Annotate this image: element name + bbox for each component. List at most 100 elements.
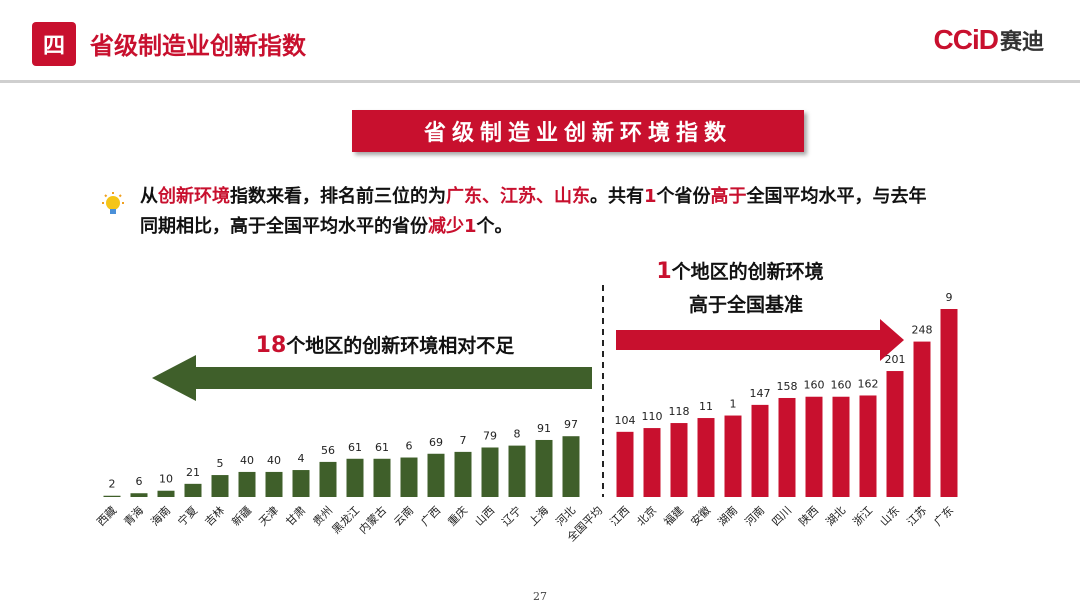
- bar-3: [184, 483, 202, 497]
- category-label-23: 湖南: [715, 504, 740, 529]
- logo-latin: CCiD: [933, 24, 999, 55]
- summary-part-4: 。共有: [590, 186, 644, 207]
- summary-part-5: 1: [644, 186, 657, 207]
- bar-value-label-1: 6: [136, 475, 143, 488]
- category-label-5: 新疆: [229, 503, 254, 528]
- bar-7: [292, 470, 310, 497]
- category-label-27: 湖北: [823, 504, 848, 529]
- bar-0: [103, 495, 121, 497]
- bar-value-label-30: 248: [912, 324, 933, 337]
- category-label-20: 北京: [634, 503, 659, 528]
- category-label-21: 福建: [661, 503, 686, 528]
- bar-value-label-10: 61: [375, 441, 389, 454]
- bar-value-label-6: 40: [267, 454, 281, 467]
- summary-part-7: 高于: [710, 186, 747, 207]
- bar-value-label-4: 5: [217, 457, 224, 470]
- bar-value-label-9: 61: [348, 441, 362, 454]
- bar-29: [886, 371, 904, 497]
- right-arrow: [616, 319, 904, 361]
- bar-12: [427, 453, 445, 497]
- category-label-3: 宁夏: [175, 503, 200, 528]
- bar-value-label-29: 201: [885, 353, 906, 366]
- category-label-12: 广西: [418, 504, 443, 529]
- bar-21: [670, 423, 688, 497]
- left-annotation-text: 个地区的创新环境相对不足: [285, 334, 515, 357]
- category-label-14: 山西: [472, 504, 497, 529]
- bar-16: [535, 439, 553, 497]
- category-label-22: 安徽: [688, 503, 713, 528]
- bar-value-label-11: 6: [406, 440, 413, 453]
- bar-value-label-0: 2: [109, 478, 116, 491]
- category-label-25: 四川: [769, 504, 794, 529]
- bar-2: [157, 490, 175, 497]
- bar-27: [832, 396, 850, 497]
- bar-1: [130, 493, 148, 497]
- bar-value-label-24: 147: [750, 387, 771, 400]
- bar-value-label-14: 79: [483, 429, 497, 442]
- bar-value-label-21: 118: [669, 405, 690, 418]
- header-divider: [0, 80, 1080, 83]
- category-label-1: 青海: [121, 503, 146, 528]
- bar-value-label-8: 56: [321, 444, 335, 457]
- bar-value-label-12: 69: [429, 436, 443, 449]
- bar-17: [562, 436, 580, 497]
- bar-chart: 2西藏6青海10海南21宁夏5吉林40新疆40天津4甘肃56贵州61黑龙江61内…: [94, 259, 958, 544]
- category-label-16: 上海: [526, 503, 551, 528]
- category-label-11: 云南: [391, 504, 416, 529]
- bar-value-label-26: 160: [804, 379, 825, 392]
- bar-value-label-2: 10: [159, 473, 173, 486]
- bar-value-label-3: 21: [186, 466, 200, 479]
- section-badge: 四: [32, 22, 76, 66]
- bar-9: [346, 458, 364, 497]
- right-annotation-line2: 高于全国基准: [689, 293, 803, 316]
- chart-banner-title: 省级制造业创新环境指数: [352, 110, 804, 152]
- bar-value-label-13: 7: [460, 434, 467, 447]
- bar-value-label-25: 158: [777, 380, 798, 393]
- lightbulb-icon: [102, 192, 124, 214]
- bar-23: [724, 415, 742, 497]
- category-label-10: 内蒙古: [356, 503, 389, 536]
- bar-4: [211, 475, 229, 497]
- category-label-31: 广东: [931, 504, 956, 529]
- bar-value-label-23: 1: [730, 398, 737, 411]
- summary-part-10: 个。: [476, 216, 513, 237]
- summary-part-8: 全国平均水平，与去年同期相比，高于全国平均水平的省份: [140, 186, 927, 237]
- category-label-26: 陕西: [796, 503, 821, 528]
- category-label-13: 重庆: [445, 503, 470, 528]
- bar-8: [319, 461, 337, 497]
- category-label-24: 河南: [742, 504, 767, 529]
- summary-part-1: 创新环境: [158, 186, 230, 207]
- bar-5: [238, 471, 256, 497]
- bar-22: [697, 418, 715, 497]
- logo-cn: 赛迪: [999, 29, 1044, 54]
- category-label-0: 西藏: [94, 504, 119, 529]
- left-annotation: 18个地区的创新环境相对不足: [256, 333, 516, 358]
- bar-value-label-31: 9: [946, 291, 953, 304]
- bar-value-label-22: 11: [699, 400, 713, 413]
- bar-30: [913, 341, 931, 497]
- bar-20: [643, 428, 661, 497]
- bar-value-label-7: 4: [298, 452, 305, 465]
- summary-part-9: 减少1: [428, 216, 477, 237]
- bar-14: [481, 447, 499, 497]
- bar-value-label-27: 160: [831, 379, 852, 392]
- summary-part-3: 广东、江苏、山东: [446, 186, 590, 207]
- summary-text: 从创新环境指数来看，排名前三位的为广东、江苏、山东。共有1个省份高于全国平均水平…: [140, 182, 940, 242]
- bar-25: [778, 397, 796, 497]
- left-arrow: [152, 355, 592, 401]
- right-annotation-line1: 1个地区的创新环境: [656, 259, 823, 284]
- bar-28: [859, 395, 877, 497]
- category-label-29: 山东: [877, 504, 902, 529]
- bar-value-label-15: 8: [514, 428, 521, 441]
- page-number: 27: [533, 590, 547, 603]
- category-label-28: 浙江: [850, 504, 875, 529]
- bar-value-label-16: 91: [537, 422, 551, 435]
- bar-13: [454, 451, 472, 497]
- bar-value-label-17: 97: [564, 418, 578, 431]
- right-annotation-text: 个地区的创新环境: [671, 260, 824, 283]
- bar-19: [616, 431, 634, 497]
- category-label-4: 吉林: [202, 503, 227, 528]
- category-label-2: 海南: [148, 503, 173, 528]
- summary-part-2: 指数来看，排名前三位的为: [230, 186, 446, 207]
- bar-10: [373, 458, 391, 497]
